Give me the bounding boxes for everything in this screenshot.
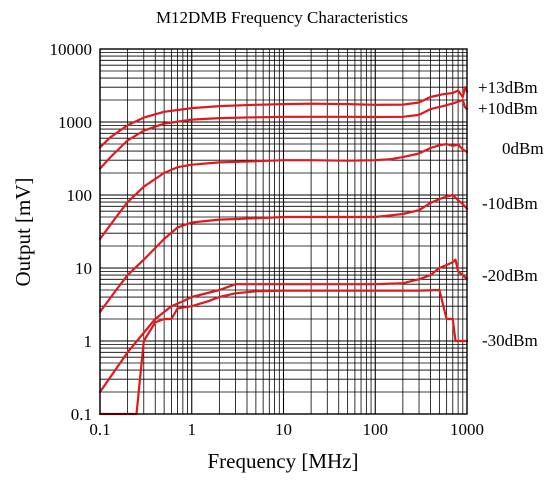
y-tick-label: 1 bbox=[84, 332, 93, 351]
y-tick-label: 10000 bbox=[50, 40, 93, 59]
series-line bbox=[98, 258, 469, 394]
series-label: -10dBm bbox=[482, 194, 538, 213]
series-line bbox=[98, 86, 469, 149]
x-axis-label: Frequency [MHz] bbox=[207, 449, 358, 473]
series-label: +10dBm bbox=[478, 99, 538, 118]
y-tick-label: 10 bbox=[75, 259, 92, 278]
plot-frame bbox=[99, 48, 468, 415]
series-label: -20dBm bbox=[482, 266, 538, 285]
y-tick-label: 0.1 bbox=[71, 405, 92, 424]
series-label: +13dBm bbox=[478, 78, 538, 97]
series-label: 0dBm bbox=[502, 139, 544, 158]
x-tick-label: 1 bbox=[188, 420, 197, 439]
series-line bbox=[98, 142, 469, 241]
series-labels: +13dBm +10dBm 0dBm -10dBm -20dBm -30dBm bbox=[478, 78, 544, 350]
x-tick-label: 0.1 bbox=[89, 420, 110, 439]
series-line bbox=[98, 288, 469, 416]
y-axis-label: Output [mV] bbox=[11, 177, 35, 286]
series-line bbox=[98, 98, 469, 170]
series-label: -30dBm bbox=[482, 331, 538, 350]
y-tick-label: 100 bbox=[67, 186, 93, 205]
series-line bbox=[98, 193, 469, 314]
x-tick-label: 10 bbox=[275, 420, 292, 439]
x-tick-label: 1000 bbox=[450, 420, 484, 439]
chart-title: M12DMB Frequency Characteristics bbox=[156, 8, 408, 27]
x-tick-labels: 0.1 1 10 100 1000 bbox=[89, 420, 484, 439]
y-tick-label: 1000 bbox=[58, 113, 92, 132]
y-tick-labels: 0.1 1 10 100 1000 10000 bbox=[50, 40, 93, 424]
x-tick-label: 100 bbox=[363, 420, 389, 439]
series-curves bbox=[98, 86, 469, 416]
